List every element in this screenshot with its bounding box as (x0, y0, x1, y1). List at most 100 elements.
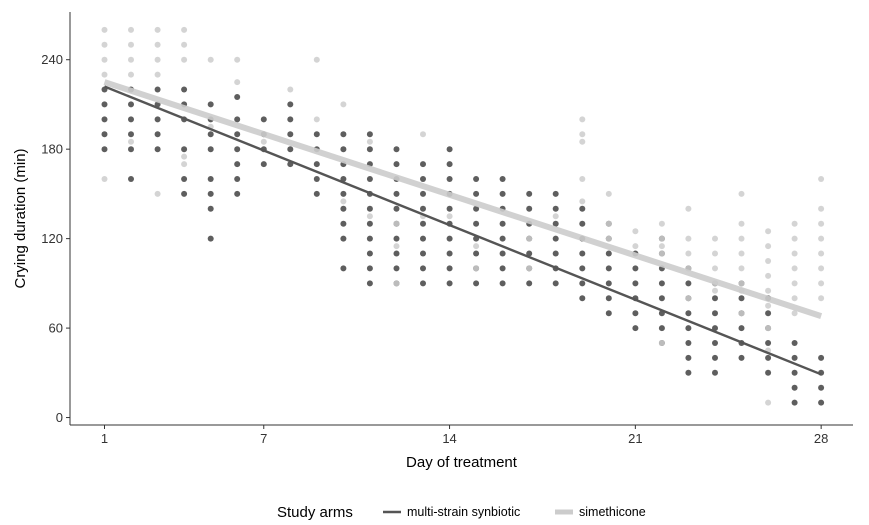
y-tick-label: 180 (41, 142, 63, 157)
point-multi-strain-synbiotic-77 (393, 235, 400, 242)
point-simethicone-63 (712, 235, 718, 242)
point-multi-strain-synbiotic-125 (552, 220, 559, 227)
point-simethicone-51 (632, 228, 639, 235)
point-simethicone-49 (605, 220, 612, 227)
point-multi-strain-synbiotic-37 (260, 116, 267, 123)
point-simethicone-94 (818, 220, 825, 227)
point-multi-strain-synbiotic-33 (234, 146, 241, 153)
point-simethicone-41 (526, 265, 533, 272)
point-multi-strain-synbiotic-109 (499, 190, 506, 197)
point-simethicone-57 (658, 340, 665, 346)
point-multi-strain-synbiotic-115 (499, 280, 506, 287)
point-multi-strain-synbiotic-129 (552, 280, 559, 287)
point-multi-strain-synbiotic-165 (685, 369, 692, 376)
point-simethicone-11 (154, 41, 161, 48)
x-tick-label: 21 (628, 431, 642, 446)
legend: Study arms multi-strain synbiotic simethi… (277, 504, 646, 521)
point-simethicone-26 (313, 56, 320, 63)
point-multi-strain-synbiotic-60 (366, 131, 373, 138)
point-multi-strain-synbiotic-52 (340, 146, 347, 153)
point-multi-strain-synbiotic-101 (473, 190, 480, 197)
point-simethicone-1 (101, 41, 108, 48)
point-multi-strain-synbiotic-88 (420, 265, 426, 272)
point-multi-strain-synbiotic-184 (765, 369, 772, 376)
point-simethicone-52 (632, 243, 639, 250)
point-multi-strain-synbiotic-105 (473, 250, 480, 257)
point-multi-strain-synbiotic-163 (685, 340, 692, 346)
point-multi-strain-synbiotic-13 (154, 116, 161, 123)
point-multi-strain-synbiotic-140 (605, 265, 612, 272)
y-tick-label: 60 (49, 321, 63, 336)
point-multi-strain-synbiotic-92 (446, 176, 453, 182)
point-multi-strain-synbiotic-102 (473, 205, 480, 212)
point-multi-strain-synbiotic-127 (552, 250, 559, 257)
point-multi-strain-synbiotic-66 (366, 220, 373, 227)
point-simethicone-24 (260, 138, 267, 145)
point-simethicone-13 (154, 71, 161, 78)
point-simethicone-55 (658, 243, 665, 250)
point-multi-strain-synbiotic-188 (791, 384, 798, 391)
point-simethicone-91 (791, 310, 798, 317)
x-axis-title: Day of treatment (406, 454, 518, 471)
point-simethicone-69 (738, 220, 745, 227)
point-multi-strain-synbiotic-30 (234, 94, 241, 100)
point-multi-strain-synbiotic-172 (712, 369, 718, 376)
point-simethicone-59 (685, 235, 692, 242)
point-multi-strain-synbiotic-21 (181, 190, 188, 197)
point-simethicone-86 (791, 235, 798, 242)
point-multi-strain-synbiotic-148 (632, 310, 639, 317)
trend-line-simethicone (103, 79, 823, 320)
point-simethicone-97 (818, 265, 825, 272)
point-multi-strain-synbiotic-35 (234, 176, 241, 182)
point-multi-strain-synbiotic-94 (446, 205, 453, 212)
point-multi-strain-synbiotic-46 (313, 131, 320, 138)
point-multi-strain-synbiotic-78 (393, 250, 400, 257)
point-simethicone-35 (420, 131, 426, 138)
x-tick-label: 14 (442, 431, 456, 446)
points-layer (101, 26, 825, 406)
point-multi-strain-synbiotic-84 (420, 205, 426, 212)
point-multi-strain-synbiotic-82 (420, 176, 426, 182)
point-multi-strain-synbiotic-183 (765, 354, 772, 361)
point-multi-strain-synbiotic-27 (207, 190, 214, 197)
point-multi-strain-synbiotic-11 (154, 86, 161, 93)
point-simethicone-95 (818, 235, 825, 242)
point-simethicone-40 (526, 235, 533, 242)
point-multi-strain-synbiotic-154 (658, 295, 665, 302)
point-multi-strain-synbiotic-159 (685, 280, 692, 287)
point-multi-strain-synbiotic-71 (393, 146, 400, 153)
point-simethicone-93 (818, 205, 825, 212)
point-multi-strain-synbiotic-59 (340, 265, 347, 272)
point-simethicone-72 (738, 265, 745, 272)
point-multi-strain-synbiotic-187 (791, 369, 798, 376)
point-multi-strain-synbiotic-55 (340, 190, 347, 197)
point-multi-strain-synbiotic-25 (207, 146, 214, 153)
point-multi-strain-synbiotic-50 (313, 190, 320, 197)
point-multi-strain-synbiotic-142 (605, 295, 612, 302)
point-simethicone-68 (738, 190, 745, 197)
point-simethicone-12 (154, 56, 161, 63)
point-multi-strain-synbiotic-98 (446, 265, 453, 272)
point-simethicone-71 (738, 250, 745, 257)
point-simethicone-46 (579, 176, 586, 182)
point-simethicone-53 (658, 220, 665, 227)
point-simethicone-33 (393, 243, 400, 250)
point-multi-strain-synbiotic-126 (552, 235, 559, 242)
point-multi-strain-synbiotic-8 (128, 131, 134, 138)
ticks-layer: 0 60 120 180 240 1 7 14 21 28 (41, 52, 828, 446)
point-simethicone-42 (552, 213, 559, 220)
point-multi-strain-synbiotic-69 (366, 265, 373, 272)
point-simethicone-70 (738, 235, 745, 242)
point-multi-strain-synbiotic-79 (393, 265, 400, 272)
trend-lines-layer (103, 79, 823, 376)
point-multi-strain-synbiotic-167 (712, 295, 718, 302)
point-multi-strain-synbiotic-123 (552, 190, 559, 197)
point-multi-strain-synbiotic-65 (366, 205, 373, 212)
point-simethicone-92 (818, 176, 825, 182)
point-simethicone-8 (128, 71, 134, 78)
point-simethicone-45 (579, 138, 586, 145)
point-simethicone-76 (765, 228, 772, 235)
point-multi-strain-synbiotic-58 (340, 235, 347, 242)
point-multi-strain-synbiotic-161 (685, 310, 692, 317)
